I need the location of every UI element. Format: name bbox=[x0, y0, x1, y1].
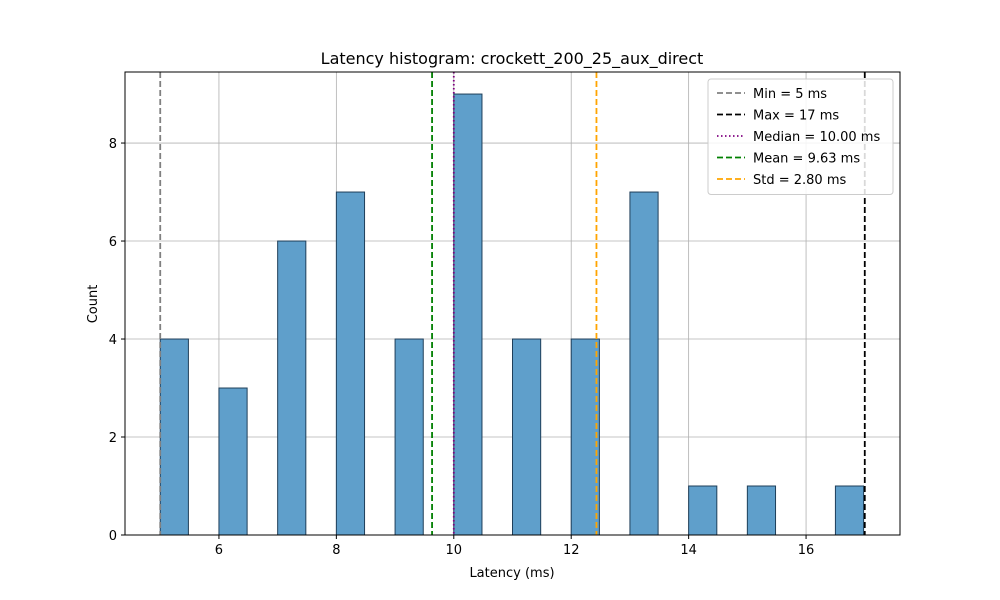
y-tick-label: 0 bbox=[109, 529, 117, 544]
x-tick-label: 12 bbox=[563, 543, 580, 558]
x-tick-label: 6 bbox=[215, 543, 223, 558]
histogram-bar bbox=[834, 485, 865, 536]
x-tick-label: 8 bbox=[332, 543, 340, 558]
histogram-bar bbox=[629, 191, 659, 536]
y-tick-label: 2 bbox=[109, 431, 117, 446]
legend-entry-label: Mean = 9.63 ms bbox=[753, 152, 860, 167]
histogram-bar bbox=[394, 338, 424, 536]
x-tick-label: 16 bbox=[798, 543, 815, 558]
histogram-bar bbox=[335, 191, 366, 536]
histogram-bar bbox=[218, 387, 248, 536]
legend-entry-label: Min = 5 ms bbox=[753, 87, 827, 102]
legend-entry-label: Max = 17 ms bbox=[753, 109, 839, 124]
histogram-bar bbox=[453, 93, 483, 536]
histogram-bar bbox=[688, 485, 718, 536]
chart-title: Latency histogram: crockett_200_25_aux_d… bbox=[321, 49, 704, 69]
x-tick-label: 10 bbox=[446, 543, 463, 558]
axis-ticks: 6 8 10 12 14 16 0 2 4 6 8 bbox=[109, 137, 815, 558]
x-axis-label: Latency (ms) bbox=[469, 566, 554, 581]
histogram-bars bbox=[159, 93, 865, 536]
legend-box bbox=[707, 78, 894, 195]
y-tick-label: 8 bbox=[109, 137, 117, 152]
plot-frame bbox=[124, 71, 901, 536]
y-tick-label: 6 bbox=[109, 235, 117, 250]
histogram-bar bbox=[159, 338, 189, 536]
y-axis-label: Count bbox=[86, 285, 101, 324]
legend: Min = 5 ms Max = 17 ms Median = 10.00 ms Me… bbox=[707, 78, 894, 195]
legend-entry-label: Std = 2.80 ms bbox=[753, 173, 846, 188]
histogram-bar bbox=[570, 338, 600, 536]
x-tick-label: 14 bbox=[680, 543, 697, 558]
histogram-bar bbox=[277, 240, 307, 536]
y-tick-label: 4 bbox=[109, 333, 117, 348]
histogram-bar bbox=[746, 485, 777, 536]
legend-entry-label: Median = 10.00 ms bbox=[753, 130, 880, 145]
histogram-bar bbox=[512, 338, 542, 536]
